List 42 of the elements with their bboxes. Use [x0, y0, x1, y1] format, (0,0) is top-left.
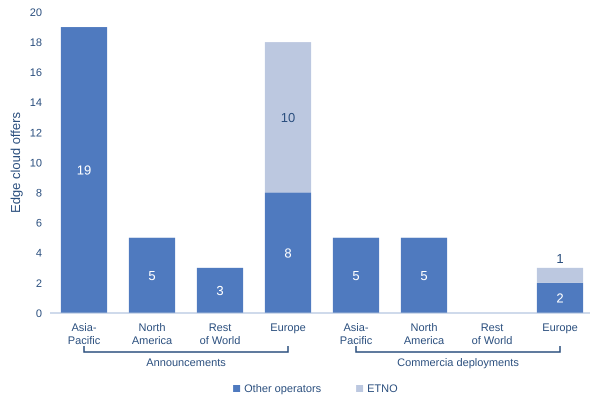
x-tick-label: North America	[404, 322, 446, 347]
data-label: 1	[556, 250, 564, 266]
y-tick-label: 6	[36, 218, 42, 230]
y-tick-label: 12	[30, 127, 42, 140]
data-label: 10	[280, 110, 296, 125]
y-tick-label: 4	[36, 248, 42, 260]
x-tick-label: Asia-Pacific	[340, 322, 373, 347]
text: Commercia deployments	[397, 357, 520, 369]
bar	[536, 268, 584, 283]
bar	[332, 238, 380, 313]
y-tick-label: 14	[30, 97, 42, 110]
bar	[60, 27, 108, 313]
bar	[536, 282, 584, 313]
y-tick-label: 18	[30, 36, 42, 49]
data-label: 5	[352, 268, 360, 283]
y-tick-label: 10	[30, 157, 42, 170]
data-label: 2	[556, 290, 564, 306]
legend-label: ETNO	[367, 383, 398, 395]
data-label: 3	[216, 282, 224, 298]
data-label: 5	[148, 268, 156, 283]
y-tick-label: 2	[36, 278, 42, 290]
y-axis-title: Edge cloud offers	[8, 112, 23, 213]
bar	[264, 192, 312, 313]
x-tick-label: Asia-Pacific	[68, 322, 101, 347]
x-tick-label: Rest of World	[200, 322, 240, 347]
text: Announcements	[146, 357, 226, 369]
x-tick-label: North America	[132, 322, 174, 347]
x-tick-label: Rest of World	[472, 322, 512, 347]
data-label: 19	[76, 162, 92, 178]
data-label: 8	[284, 245, 292, 260]
y-tick-label: 0	[36, 308, 42, 320]
legend-label: Other operators	[244, 383, 322, 395]
y-tick-label: 20	[30, 6, 42, 19]
data-label: 5	[420, 268, 428, 283]
bar	[196, 268, 244, 313]
x-tick-label: Europe	[542, 322, 578, 334]
x-tick-label: Europe	[270, 322, 306, 334]
bar	[400, 238, 448, 313]
bar	[264, 42, 312, 193]
y-tick-label: 16	[30, 67, 42, 80]
y-tick-label: 8	[36, 187, 42, 200]
bar	[128, 238, 176, 313]
